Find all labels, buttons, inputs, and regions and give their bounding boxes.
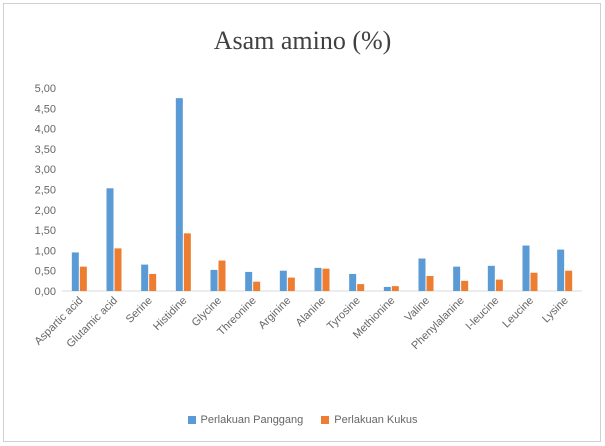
y-tick-label: 4,00 [35,124,56,136]
x-category-label: Valine [403,295,433,325]
legend-item-panggang: Perlakuan Panggang [187,414,304,426]
bar-kukus [287,277,295,291]
bar-panggang [279,270,287,291]
y-tick-label: 2,00 [35,205,56,217]
bar-kukus [183,233,191,291]
bar-panggang [383,286,391,291]
bar-kukus [79,266,87,291]
bar-panggang [557,249,565,291]
chart-legend: Perlakuan Panggang Perlakuan Kukus [0,414,605,426]
bar-kukus [391,286,399,291]
bar-panggang [487,265,495,291]
bar-panggang [210,269,218,291]
legend-swatch-kukus [321,416,330,424]
bar-panggang [314,267,322,291]
y-tick-label: 5,00 [35,83,56,95]
y-tick-label: 3,50 [35,144,56,156]
x-category-label: Histidine [151,295,189,333]
x-category-label: Serine [124,295,155,326]
bar-kukus [357,284,365,291]
x-category-label: Alanine [294,295,328,329]
bar-panggang [453,266,461,291]
x-category-label: Leucine [500,295,536,331]
y-tick-label: 0,50 [35,266,56,278]
chart-frame [3,3,601,442]
bar-panggang [175,98,183,292]
legend-label-kukus: Perlakuan Kukus [334,414,418,426]
y-tick-label: 0,00 [35,286,56,298]
bar-panggang [106,188,114,291]
x-category-label: Glycine [190,295,224,329]
bar-kukus [495,279,503,291]
bar-kukus [461,280,469,291]
bar-panggang [418,258,426,291]
x-category-label: Lysine [540,295,571,326]
bar-kukus [253,281,261,291]
bar-panggang [349,273,357,291]
y-tick-label: 2,50 [35,185,56,197]
y-tick-label: 4,50 [35,103,56,115]
bar-kukus [114,248,122,291]
bar-panggang [141,264,149,291]
legend-label-panggang: Perlakuan Panggang [200,414,304,426]
y-tick-label: 3,00 [35,164,56,176]
bar-kukus [218,260,226,291]
bar-kukus [322,268,330,291]
bar-panggang [245,271,253,291]
bar-kukus [426,275,434,291]
legend-item-kukus: Perlakuan Kukus [321,414,417,426]
bar-kukus [530,272,538,291]
bar-kukus [565,270,573,291]
bar-kukus [149,273,157,291]
bar-panggang [522,245,530,291]
chart-title: Asam amino (%) [213,26,392,55]
x-category-label: Arginine [256,295,293,332]
x-category-label: I-leucine [464,295,502,333]
bar-panggang [71,252,79,291]
y-tick-label: 1,50 [35,225,56,237]
legend-swatch-panggang [187,416,196,424]
y-tick-label: 1,00 [35,245,56,257]
